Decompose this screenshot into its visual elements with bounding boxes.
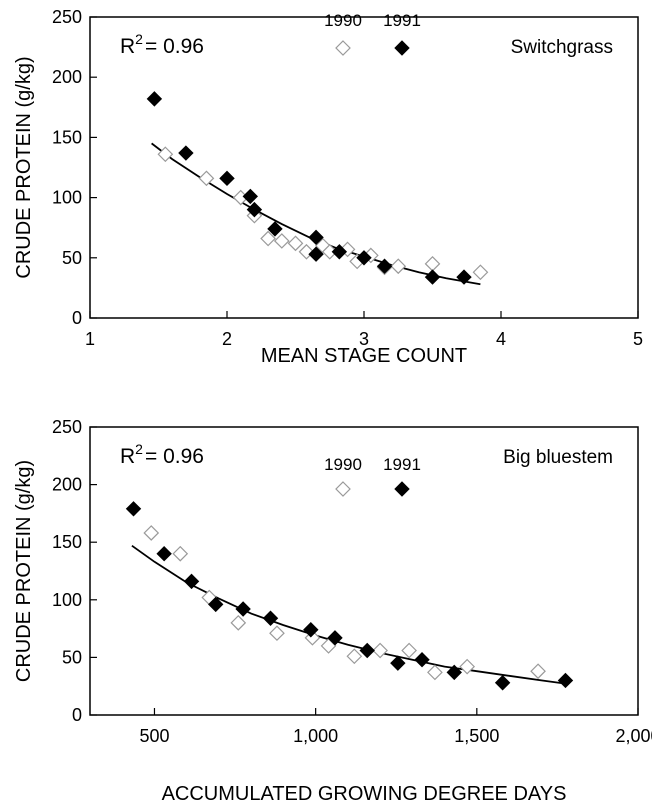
data-point-1991 [267, 221, 283, 237]
legend-marker-1991 [394, 40, 410, 56]
data-point-1990 [260, 230, 276, 247]
data-point-1990 [230, 614, 247, 631]
data-point-1991 [125, 501, 142, 517]
legend-marker-1991 [394, 481, 410, 497]
y-tick-label: 250 [52, 417, 82, 437]
fit-curve [131, 544, 568, 685]
r-squared-prefix: R [120, 445, 135, 468]
data-point-1991 [327, 630, 343, 646]
y-tick-label: 0 [72, 308, 82, 328]
data-point-1991 [235, 601, 251, 617]
plot-frame [89, 16, 639, 319]
data-point-1990 [143, 525, 160, 541]
data-point-1990 [427, 664, 443, 681]
data-point-1990 [198, 170, 215, 187]
r-squared-label: R2= 0.96 [120, 31, 204, 58]
data-point-1991 [308, 246, 324, 262]
legend-label-1990: 1990 [324, 11, 362, 30]
data-point-1991 [183, 573, 200, 590]
data-point-1991 [424, 269, 441, 285]
data-point-1991 [376, 258, 393, 274]
data-point-1990 [390, 258, 407, 275]
x-tick-label: 1,000 [293, 726, 338, 746]
legend-marker-1990 [335, 40, 351, 56]
data-point-1991 [414, 651, 430, 668]
data-point-1991 [494, 675, 511, 691]
r-squared-value: = 0.96 [145, 445, 204, 468]
x-axis-title: MEAN STAGE COUNT [261, 345, 467, 367]
data-point-1991 [359, 642, 375, 659]
data-point-1991 [356, 250, 372, 266]
data-point-1990 [346, 648, 363, 665]
data-point-1991 [146, 91, 163, 107]
y-axis-title: CRUDE PROTEIN (g/kg) [13, 460, 35, 682]
data-point-1991 [242, 188, 258, 205]
r-squared-value: = 0.96 [145, 35, 204, 58]
legend-marker-1990 [335, 481, 351, 497]
y-tick-label: 250 [52, 7, 82, 27]
data-point-1991 [219, 170, 235, 187]
data-point-1991 [156, 546, 172, 562]
data-point-1991 [178, 145, 194, 161]
y-tick-label: 150 [52, 127, 82, 147]
data-point-1990 [172, 545, 189, 562]
legend-label-1991: 1991 [383, 455, 421, 474]
legend-label-1990: 1990 [324, 455, 362, 474]
x-tick-label: 500 [139, 726, 169, 746]
data-point-1991 [303, 622, 319, 638]
x-tick-label: 4 [496, 329, 506, 349]
y-tick-label: 200 [52, 67, 82, 87]
species-label: Switchgrass [511, 37, 613, 58]
data-point-1991 [390, 655, 406, 671]
x-tick-label: 1,500 [454, 726, 499, 746]
data-point-1990 [157, 146, 174, 163]
data-point-1991 [456, 269, 472, 285]
data-point-1990 [273, 233, 290, 249]
r-squared-prefix: R [120, 35, 135, 58]
panel-bottom: 500 1,000 1,500 2,000 0 50 100 150 200 250 ACCUMUL… [13, 417, 652, 805]
plot-frame [89, 426, 639, 716]
legend-label-1991: 1991 [383, 11, 421, 30]
x-tick-label: 1 [85, 329, 95, 349]
y-tick-label: 50 [62, 647, 82, 667]
data-point-1990 [472, 264, 489, 281]
y-tick-label: 100 [52, 590, 82, 610]
x-tick-label: 2 [222, 329, 232, 349]
y-tick-label: 50 [62, 248, 82, 268]
data-point-1991 [557, 672, 574, 689]
data-point-1991 [446, 664, 462, 681]
r-squared-sup: 2 [135, 441, 143, 457]
x-tick-label: 3 [359, 329, 369, 349]
data-point-1991 [246, 201, 263, 218]
data-point-1990 [459, 658, 476, 675]
data-point-1991 [331, 244, 348, 260]
y-tick-label: 150 [52, 532, 82, 552]
data-point-1991 [308, 229, 324, 246]
data-point-1990 [269, 625, 285, 642]
r-squared-label: R2= 0.96 [120, 441, 204, 468]
data-point-1990 [401, 642, 417, 659]
x-tick-label: 2,000 [615, 726, 652, 746]
y-tick-label: 0 [72, 705, 82, 725]
data-point-1990 [372, 642, 388, 659]
x-axis-title: ACCUMULATED GROWING DEGREE DAYS [162, 783, 567, 805]
y-axis-title: CRUDE PROTEIN (g/kg) [13, 56, 35, 278]
data-point-1991 [208, 596, 224, 613]
data-point-1990 [424, 255, 441, 272]
x-tick-label: 5 [633, 329, 643, 349]
y-tick-label: 200 [52, 475, 82, 495]
r-squared-sup: 2 [135, 31, 143, 47]
data-point-1990 [287, 235, 304, 252]
y-tick-label: 100 [52, 188, 82, 208]
data-point-1990 [530, 663, 546, 680]
species-label: Big bluestem [503, 447, 613, 468]
data-point-1991 [262, 610, 279, 626]
